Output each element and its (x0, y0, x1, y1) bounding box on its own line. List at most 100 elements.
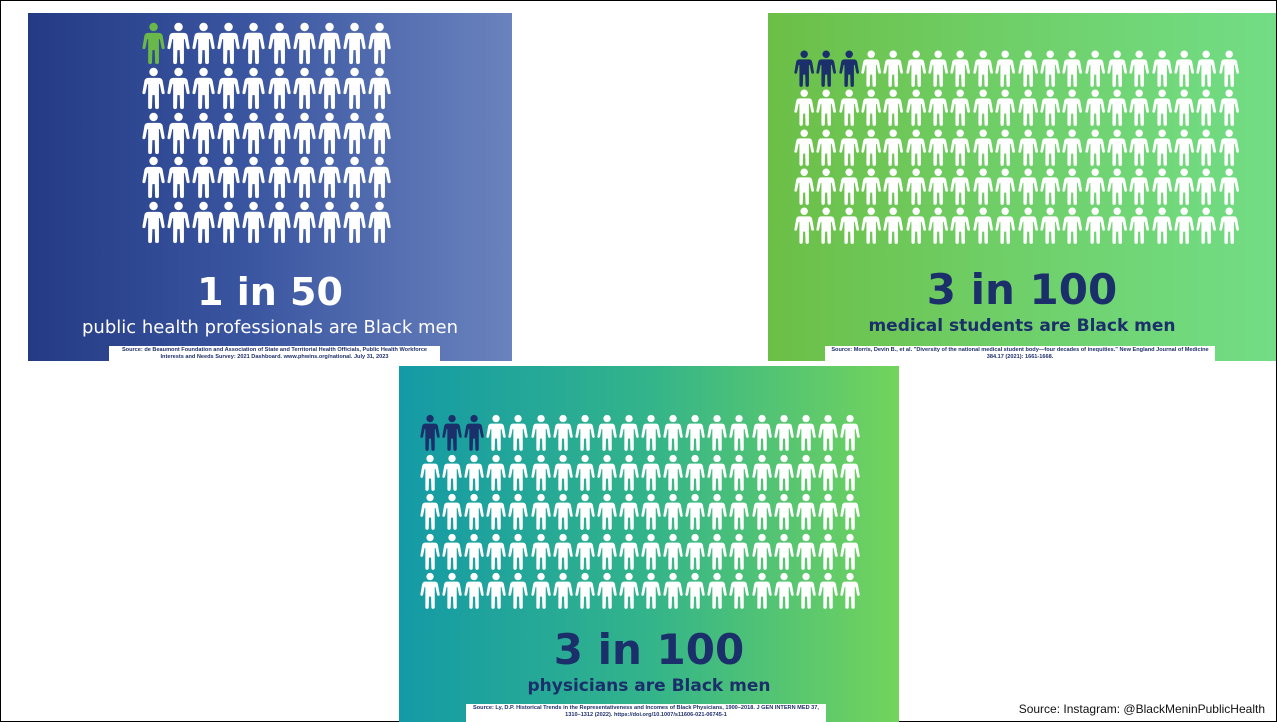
person-icon (419, 453, 441, 493)
person-icon (574, 532, 596, 572)
person-icon (1061, 167, 1083, 206)
person-icon (751, 492, 773, 532)
slide-credit: Source: Instagram: @BlackMeninPublicHeal… (1018, 702, 1265, 716)
person-icon (216, 200, 241, 245)
person-icon (574, 571, 596, 611)
person-icon (1151, 128, 1173, 167)
person-icon (507, 413, 529, 453)
person-icon (1218, 88, 1240, 127)
panel-public-health: 1 in 50 public health professionals are … (28, 13, 512, 361)
person-icon (972, 167, 994, 206)
person-icon (949, 167, 971, 206)
person-icon (507, 453, 529, 493)
person-icon (1173, 49, 1195, 88)
person-icon (596, 413, 618, 453)
person-icon (292, 66, 317, 111)
person-icon (994, 128, 1016, 167)
stat-text: 3 in 100 (553, 625, 745, 674)
person-icon (1106, 88, 1128, 127)
panel-medical-students: 3 in 100 medical students are Black men (768, 13, 1276, 361)
person-icon (267, 111, 292, 156)
person-icon (574, 492, 596, 532)
person-icon (507, 571, 529, 611)
person-icon (1195, 206, 1217, 245)
person-icon (419, 532, 441, 572)
person-icon (706, 571, 728, 611)
person-icon (1173, 206, 1195, 245)
person-icon (141, 111, 166, 156)
person-icon (949, 206, 971, 245)
person-icon (1039, 128, 1061, 167)
person-icon (1017, 128, 1039, 167)
person-icon (463, 453, 485, 493)
person-icon (1173, 167, 1195, 206)
person-icon (972, 49, 994, 88)
person-icon (419, 571, 441, 611)
person-icon (419, 492, 441, 532)
person-icon (1218, 167, 1240, 206)
person-icon (1039, 49, 1061, 88)
person-icon (795, 571, 817, 611)
person-icon (706, 453, 728, 493)
person-icon (507, 532, 529, 572)
person-icon (166, 21, 191, 66)
person-icon (485, 413, 507, 453)
person-icon (994, 88, 1016, 127)
person-icon (994, 167, 1016, 206)
person-icon (1151, 88, 1173, 127)
person-icon (241, 66, 266, 111)
person-icon (530, 413, 552, 453)
person-icon (1061, 206, 1083, 245)
person-icon (1084, 167, 1106, 206)
person-icon (905, 88, 927, 127)
person-icon (751, 413, 773, 453)
person-icon (684, 492, 706, 532)
person-icon (141, 200, 166, 245)
person-icon (1084, 128, 1106, 167)
stat-caption: medical students are Black men (868, 316, 1176, 336)
person-icon (795, 453, 817, 493)
person-icon (574, 453, 596, 493)
person-icon (773, 532, 795, 572)
person-icon (596, 571, 618, 611)
person-icon (1106, 49, 1128, 88)
person-icon (166, 200, 191, 245)
person-icon (793, 128, 815, 167)
person-icon-highlighted (463, 413, 485, 453)
person-icon (706, 413, 728, 453)
person-icon (141, 66, 166, 111)
people-grid (419, 413, 861, 611)
person-icon (640, 453, 662, 493)
person-icon (241, 155, 266, 200)
person-icon (166, 66, 191, 111)
person-icon (706, 492, 728, 532)
person-icon (267, 200, 292, 245)
person-icon (367, 111, 392, 156)
person-icon (839, 413, 861, 453)
person-icon (342, 66, 367, 111)
person-icon (1017, 167, 1039, 206)
person-icon (1151, 206, 1173, 245)
person-icon (530, 453, 552, 493)
person-icon (1128, 128, 1150, 167)
person-icon (1218, 206, 1240, 245)
person-icon (882, 49, 904, 88)
person-icon (793, 167, 815, 206)
person-icon (241, 200, 266, 245)
person-icon (292, 21, 317, 66)
person-icon (530, 492, 552, 532)
person-icon (927, 49, 949, 88)
person-icon (994, 49, 1016, 88)
person-icon (1039, 88, 1061, 127)
person-icon (728, 413, 750, 453)
person-icon (1218, 49, 1240, 88)
person-icon (1061, 49, 1083, 88)
person-icon (267, 155, 292, 200)
person-icon (839, 492, 861, 532)
person-icon (530, 532, 552, 572)
person-icon (838, 88, 860, 127)
panel-physicians: 3 in 100 physicians are Black men (399, 366, 899, 722)
person-icon (1151, 167, 1173, 206)
person-icon (728, 532, 750, 572)
person-icon (684, 413, 706, 453)
